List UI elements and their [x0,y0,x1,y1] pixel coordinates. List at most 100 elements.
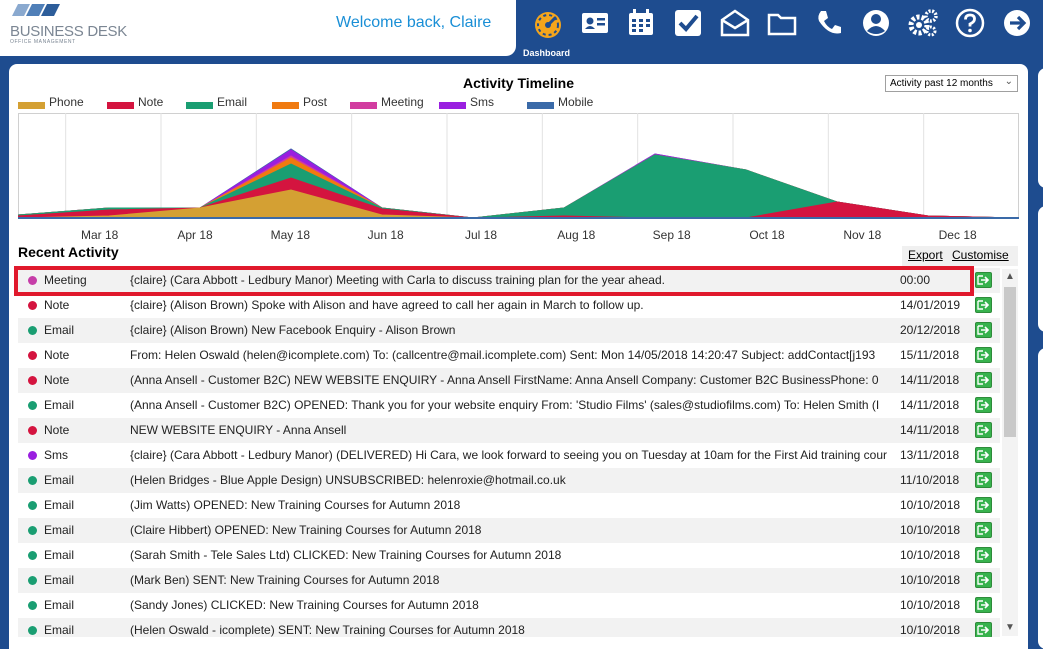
activity-description: (Jim Watts) OPENED: New Training Courses… [130,498,461,512]
activity-date: 10/10/2018 [900,623,961,637]
open-activity-arrow-icon[interactable] [975,472,992,488]
main-nav: Dashboard [516,0,1043,58]
scroll-up-icon[interactable]: ▲ [1005,271,1015,282]
contacts-card-icon[interactable] [577,6,613,40]
phone-icon[interactable] [811,6,847,40]
files-folder-icon[interactable] [764,6,800,40]
help-question-icon[interactable] [952,6,988,40]
x-tick-label: Jul 18 [465,228,497,242]
open-activity-arrow-icon[interactable] [975,422,992,438]
activity-row[interactable]: Email (Anna Ansell - Customer B2C) OPENED… [18,393,1000,418]
open-activity-arrow-icon[interactable] [975,347,992,363]
legend-label: Sms [470,95,494,109]
logo-text: BUSINESS DESK [10,23,127,40]
x-tick-label: May 18 [271,228,311,242]
open-activity-arrow-icon[interactable] [975,547,992,563]
activity-row[interactable]: Email (Claire Hibbert) OPENED: New Traini… [18,518,1000,543]
activity-date: 20/12/2018 [900,323,961,337]
export-link[interactable]: Export [908,248,943,262]
dashboard-panel: Activity Timeline Activity past 12 month… [9,64,1028,649]
activity-type: Note [44,298,70,312]
x-tick-label: Dec 18 [939,228,977,242]
activity-row[interactable]: Email (Mark Ben) SENT: New Training Cours… [18,568,1000,593]
activity-row[interactable]: Note From: Helen Oswald (helen@icomplete.… [18,343,1000,368]
logo-mark-icon [12,4,60,16]
legend-label: Meeting [381,95,424,109]
open-activity-arrow-icon[interactable] [975,397,992,413]
scroll-thumb[interactable] [1004,287,1016,437]
activity-row[interactable]: Email (Helen Bridges - Blue Apple Design)… [18,468,1000,493]
activity-description: {claire} (Cara Abbott - Ledbury Manor) M… [130,273,665,287]
x-tick-label: Mar 18 [81,228,119,242]
activity-row[interactable]: Email (Jim Watts) OPENED: New Training Co… [18,493,1000,518]
scroll-down-icon[interactable]: ▼ [1005,622,1015,633]
legend-swatch [18,102,45,109]
activity-type: Email [44,498,75,512]
legend-label: Phone [49,95,84,109]
x-tick-label: Nov 18 [843,228,881,242]
legend-label: Note [138,95,164,109]
activity-type-dot [28,551,37,560]
calendar-icon[interactable] [623,6,659,40]
activity-row[interactable]: Note {claire} (Alison Brown) Spoke with A… [18,293,1000,318]
list-scrollbar[interactable]: ▲ ▼ [1002,269,1018,636]
activity-row[interactable]: Note NEW WEBSITE ENQUIRY - Anna Ansell 14/… [18,418,1000,443]
activity-date: 10/10/2018 [900,498,961,512]
activity-type-dot [28,326,37,335]
activity-description: (Anna Ansell - Customer B2C) NEW WEBSITE… [130,373,879,387]
open-activity-arrow-icon[interactable] [975,622,992,637]
activity-row[interactable]: Email (Helen Oswald - icomplete) SENT: Ne… [18,618,1000,637]
activity-description: (Anna Ansell - Customer B2C) OPENED: Tha… [130,398,880,412]
activity-type: Meeting [44,273,87,287]
account-user-icon[interactable] [858,6,894,40]
activity-date: 14/01/2019 [900,298,961,312]
period-dropdown-value: Activity past 12 months [890,78,993,89]
activity-row[interactable]: Email (Sarah Smith - Tele Sales Ltd) CLIC… [18,543,1000,568]
legend-swatch [272,102,299,109]
activity-type-dot [28,576,37,585]
activity-type-dot [28,426,37,435]
open-activity-arrow-icon[interactable] [975,372,992,388]
activity-date: 11/10/2018 [900,473,960,487]
open-activity-arrow-icon[interactable] [975,447,992,463]
activity-description: {claire} (Cara Abbott - Ledbury Manor) (… [130,448,888,462]
recent-activity-title: Recent Activity [18,244,119,260]
header-brand-area: BUSINESS DESK OFFICE MANAGEMENT Welcome … [0,0,516,56]
activity-date: 10/10/2018 [900,573,961,587]
open-activity-arrow-icon[interactable] [975,272,992,288]
logout-arrow-icon[interactable] [999,6,1035,40]
activity-type: Email [44,548,75,562]
open-activity-arrow-icon[interactable] [975,297,992,313]
open-activity-arrow-icon[interactable] [975,597,992,613]
tasks-checkbox-icon[interactable] [670,6,706,40]
activity-description: {claire} (Alison Brown) New Facebook Enq… [130,323,456,337]
activity-type: Note [44,348,70,362]
activity-type: Note [44,373,70,387]
activity-row[interactable]: Meeting {claire} (Cara Abbott - Ledbury M… [18,268,1000,293]
chevron-down-icon: ⌄ [1004,76,1013,87]
open-activity-arrow-icon[interactable] [975,522,992,538]
open-activity-arrow-icon[interactable] [975,497,992,513]
activity-type-dot [28,451,37,460]
business-desk-logo[interactable]: BUSINESS DESK OFFICE MANAGEMENT [8,4,128,48]
activity-row[interactable]: Note (Anna Ansell - Customer B2C) NEW WEB… [18,368,1000,393]
activity-type: Email [44,323,75,337]
activity-row[interactable]: Email {claire} (Alison Brown) New Faceboo… [18,318,1000,343]
activity-row[interactable]: Email (Sandy Jones) CLICKED: New Training… [18,593,1000,618]
nav-dashboard-label[interactable]: Dashboard [523,48,571,58]
customise-link[interactable]: Customise [952,248,1009,262]
activity-date: 13/11/2018 [900,448,960,462]
activity-date: 10/10/2018 [900,523,961,537]
dashboard-gauge-icon[interactable] [530,6,566,40]
activity-description: (Helen Oswald - icomplete) SENT: New Tra… [130,623,525,637]
open-activity-arrow-icon[interactable] [975,322,992,338]
activity-type: Email [44,523,75,537]
period-dropdown[interactable]: Activity past 12 months ⌄ [885,75,1018,92]
email-envelope-icon[interactable] [717,6,753,40]
activity-type-dot [28,276,37,285]
activity-row[interactable]: Sms {claire} (Cara Abbott - Ledbury Manor… [18,443,1000,468]
activity-date: 14/11/2018 [900,398,960,412]
recent-activity-list: Meeting {claire} (Cara Abbott - Ledbury M… [18,268,1000,637]
settings-gears-icon[interactable] [905,6,941,40]
open-activity-arrow-icon[interactable] [975,572,992,588]
